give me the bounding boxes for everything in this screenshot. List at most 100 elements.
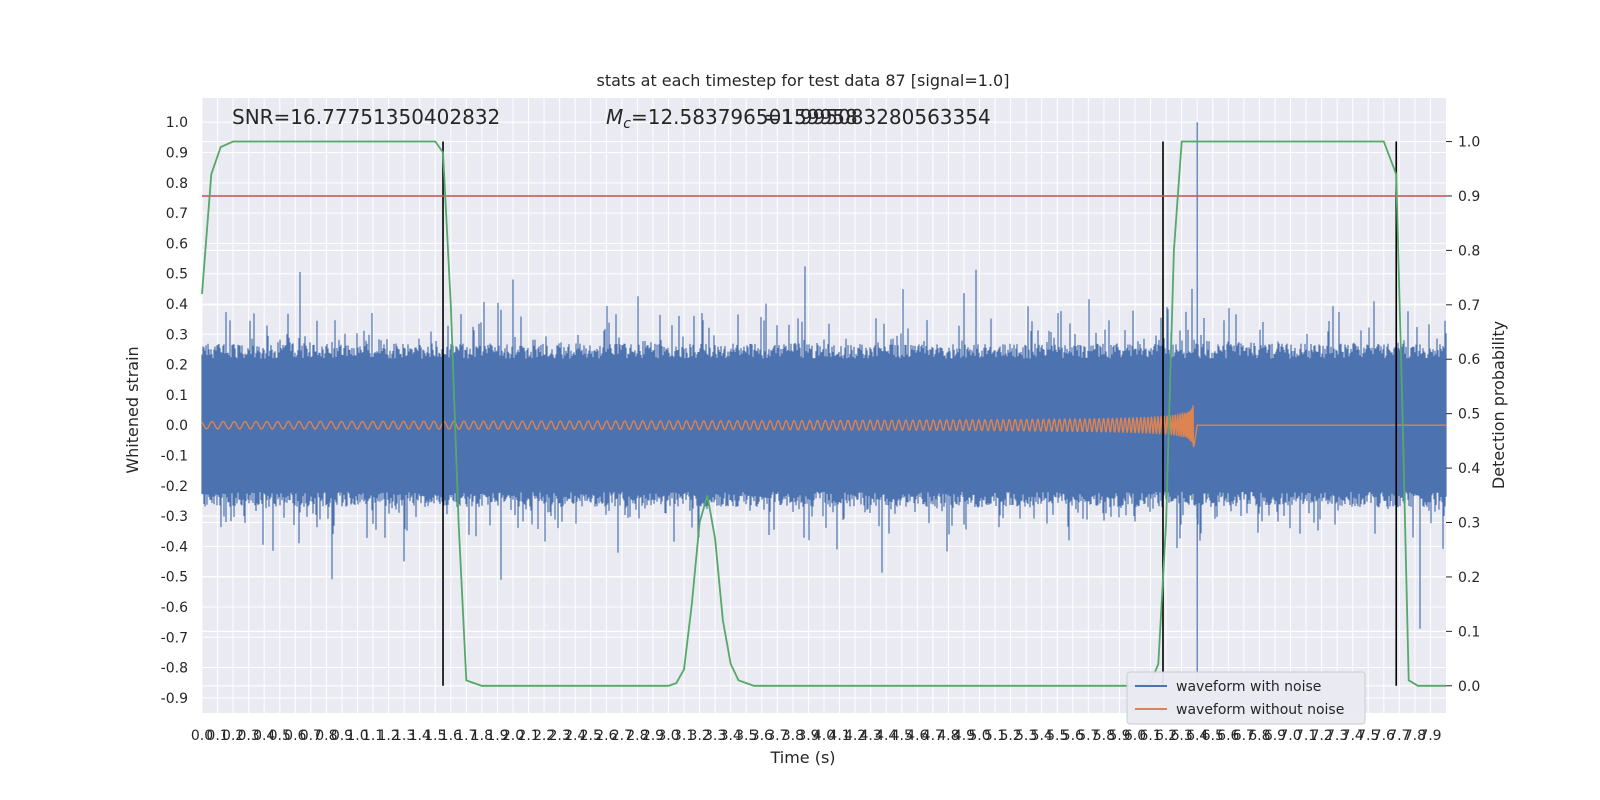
x-tick-label: 6.4 bbox=[1186, 728, 1208, 744]
x-tick-label: 3.0 bbox=[657, 728, 679, 744]
x-tick-label: 4.4 bbox=[875, 728, 897, 744]
legend-entry-noise: waveform with noise bbox=[1176, 679, 1321, 695]
x-tick-label: 2.1 bbox=[517, 728, 539, 744]
y-left-tick-label: -0.9 bbox=[161, 691, 188, 707]
x-tick-label: 6.6 bbox=[1217, 728, 1239, 744]
x-tick-label: 0.8 bbox=[315, 728, 337, 744]
x-tick-label: 2.7 bbox=[611, 728, 633, 744]
x-tick-label: 6.0 bbox=[1124, 728, 1146, 744]
x-tick-label: 7.0 bbox=[1279, 728, 1301, 744]
x-tick-label: 1.7 bbox=[455, 728, 477, 744]
y-right-tick-label: 0.4 bbox=[1458, 461, 1480, 477]
series-detection-probability bbox=[201, 140, 1446, 687]
x-tick-label: 7.6 bbox=[1373, 728, 1395, 744]
x-tick-label: 7.8 bbox=[1404, 728, 1426, 744]
y-right-tick-labels: 0.0 0.1 0.2 0.3 0.4 0.5 0.6 0.7 0.8 0.9 1.0 bbox=[1446, 135, 1480, 695]
x-tick-label: 0.5 bbox=[269, 728, 291, 744]
x-tick-label: 0.4 bbox=[253, 728, 275, 744]
x-tick-label: 4.0 bbox=[813, 728, 835, 744]
y-left-tick-label: 0.8 bbox=[166, 176, 188, 192]
x-tick-label: 3.3 bbox=[704, 728, 726, 744]
y-axis-label-right: Detection probability bbox=[1489, 321, 1508, 489]
x-tick-label: 2.3 bbox=[549, 728, 571, 744]
y-left-tick-label: 0.5 bbox=[166, 267, 188, 283]
x-tick-label: 1.6 bbox=[440, 728, 462, 744]
x-tick-label: 4.8 bbox=[937, 728, 959, 744]
y-right-tick-label: 0.9 bbox=[1458, 189, 1480, 205]
x-tick-label: 5.8 bbox=[1093, 728, 1115, 744]
x-tick-label: 6.1 bbox=[1139, 728, 1161, 744]
x-tick-label: 1.9 bbox=[486, 728, 508, 744]
x-tick-label: 0.0 bbox=[191, 728, 213, 744]
x-tick-label: 4.2 bbox=[844, 728, 866, 744]
chirp-mass-subscript: c bbox=[623, 116, 631, 132]
x-tick-label: 4.5 bbox=[891, 728, 913, 744]
x-tick-label: 2.6 bbox=[595, 728, 617, 744]
x-tick-label: 1.5 bbox=[424, 728, 446, 744]
chart-title: stats at each timestep for test data 87 … bbox=[597, 71, 1010, 90]
legend: waveform with noise waveform without noi… bbox=[1126, 671, 1366, 725]
x-tick-label: 1.1 bbox=[362, 728, 384, 744]
y-right-tick-label: 0.0 bbox=[1458, 679, 1480, 695]
x-tick-label: 5.6 bbox=[1062, 728, 1084, 744]
overlap-annotation: =1.995083280563354 bbox=[764, 105, 991, 129]
y-left-tick-label: -0.7 bbox=[161, 630, 188, 646]
x-tick-label: 1.2 bbox=[377, 728, 399, 744]
x-tick-label: 6.5 bbox=[1202, 728, 1224, 744]
x-tick-label: 4.9 bbox=[953, 728, 975, 744]
x-tick-label: 4.3 bbox=[860, 728, 882, 744]
x-axis-label: Time (s) bbox=[769, 748, 835, 767]
x-tick-label: 7.2 bbox=[1310, 728, 1332, 744]
x-tick-label: 3.9 bbox=[797, 728, 819, 744]
series-waveform-without-noise bbox=[201, 405, 1446, 448]
y-left-tick-label: 0.2 bbox=[166, 358, 188, 374]
x-tick-label: 0.2 bbox=[222, 728, 244, 744]
x-tick-label: 5.2 bbox=[999, 728, 1021, 744]
x-tick-label: 3.2 bbox=[688, 728, 710, 744]
x-tick-label: 5.5 bbox=[1046, 728, 1068, 744]
y-right-tick-label: 0.2 bbox=[1458, 570, 1480, 586]
x-tick-label: 2.9 bbox=[642, 728, 664, 744]
chirp-mass-annotation: Mc=12.58379650159958 bbox=[606, 105, 858, 132]
x-tick-label: 7.7 bbox=[1388, 728, 1410, 744]
y-right-tick-label: 0.8 bbox=[1458, 243, 1480, 259]
y-left-tick-label: 0.6 bbox=[166, 236, 188, 252]
x-tick-label: 1.4 bbox=[409, 728, 431, 744]
x-tick-label: 4.1 bbox=[828, 728, 850, 744]
x-tick-label: 0.3 bbox=[238, 728, 260, 744]
y-left-tick-label: 0.0 bbox=[166, 418, 188, 434]
y-left-tick-label: -0.5 bbox=[161, 570, 188, 586]
x-tick-label: 6.7 bbox=[1233, 728, 1255, 744]
x-tick-labels: 0.00.10.20.30.40.50.60.70.80.91.01.11.21… bbox=[191, 728, 1442, 744]
chirp-mass-symbol: M bbox=[606, 105, 623, 129]
y-left-tick-label: 0.4 bbox=[166, 297, 188, 313]
y-left-tick-label: 1.0 bbox=[166, 115, 188, 131]
y-right-tick-label: 1.0 bbox=[1458, 135, 1480, 151]
chirp-trace bbox=[201, 405, 1446, 448]
x-tick-label: 2.5 bbox=[580, 728, 602, 744]
x-tick-label: 5.1 bbox=[984, 728, 1006, 744]
x-tick-label: 5.4 bbox=[1031, 728, 1053, 744]
y-left-tick-label: -0.8 bbox=[161, 661, 188, 677]
x-tick-label: 3.7 bbox=[766, 728, 788, 744]
x-tick-label: 4.6 bbox=[906, 728, 928, 744]
probability-trace bbox=[201, 140, 1446, 687]
x-tick-label: 6.3 bbox=[1171, 728, 1193, 744]
x-tick-label: 7.1 bbox=[1295, 728, 1317, 744]
y-right-tick-label: 0.6 bbox=[1458, 352, 1480, 368]
x-tick-label: 0.1 bbox=[206, 728, 228, 744]
y-right-tick-label: 0.1 bbox=[1458, 624, 1480, 640]
x-tick-label: 6.9 bbox=[1264, 728, 1286, 744]
x-tick-label: 7.3 bbox=[1326, 728, 1348, 744]
legend-box bbox=[1126, 671, 1366, 725]
x-tick-label: 1.3 bbox=[393, 728, 415, 744]
x-tick-label: 2.2 bbox=[533, 728, 555, 744]
snr-annotation: SNR=16.77751350402832 bbox=[232, 105, 500, 129]
x-tick-label: 5.3 bbox=[1015, 728, 1037, 744]
y-left-tick-label: 0.7 bbox=[166, 206, 188, 222]
x-tick-label: 5.7 bbox=[1077, 728, 1099, 744]
y-left-tick-label: 0.1 bbox=[166, 388, 188, 404]
x-tick-label: 0.9 bbox=[331, 728, 353, 744]
y-left-tick-label: -0.2 bbox=[161, 479, 188, 495]
